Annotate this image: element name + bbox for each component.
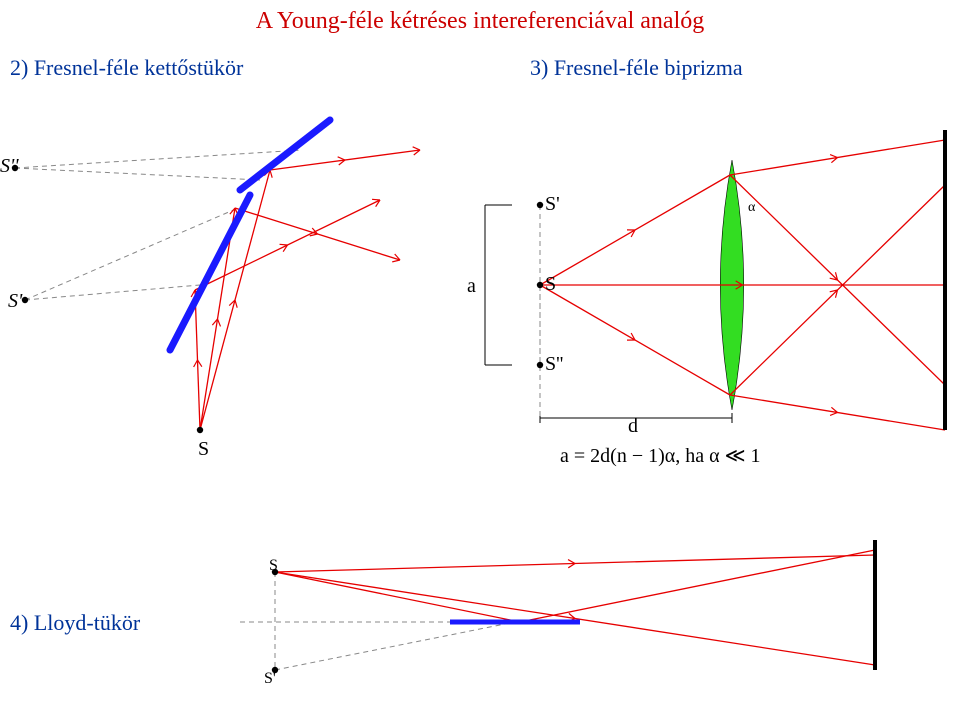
diagram-fresnel-mirror xyxy=(0,90,430,450)
subtitle-4: 4) Lloyd-tükör xyxy=(10,610,140,636)
label-d3-d: d xyxy=(628,415,638,438)
main-title: A Young-féle kétréses intereferenciával … xyxy=(0,8,960,35)
label-d2-s: S xyxy=(198,438,209,461)
label-d3-spp: S'' xyxy=(545,353,563,376)
label-d3-alpha: α xyxy=(748,200,755,216)
diagram-lloyd-mirror xyxy=(220,540,900,710)
label-d4-sp: S' xyxy=(264,670,276,688)
label-d3-s: S xyxy=(545,273,556,296)
label-d3-a: a xyxy=(467,275,476,298)
diagram-fresnel-biprism xyxy=(450,130,960,470)
label-d4-s: S xyxy=(269,557,278,575)
label-d3-sp: S' xyxy=(545,193,560,216)
subtitle-2: 2) Fresnel-féle kettőstükör xyxy=(10,55,243,81)
label-d2-sp: S' xyxy=(8,290,22,313)
label-d2-spp: S'' xyxy=(0,155,19,178)
subtitle-3: 3) Fresnel-féle biprizma xyxy=(530,55,743,81)
